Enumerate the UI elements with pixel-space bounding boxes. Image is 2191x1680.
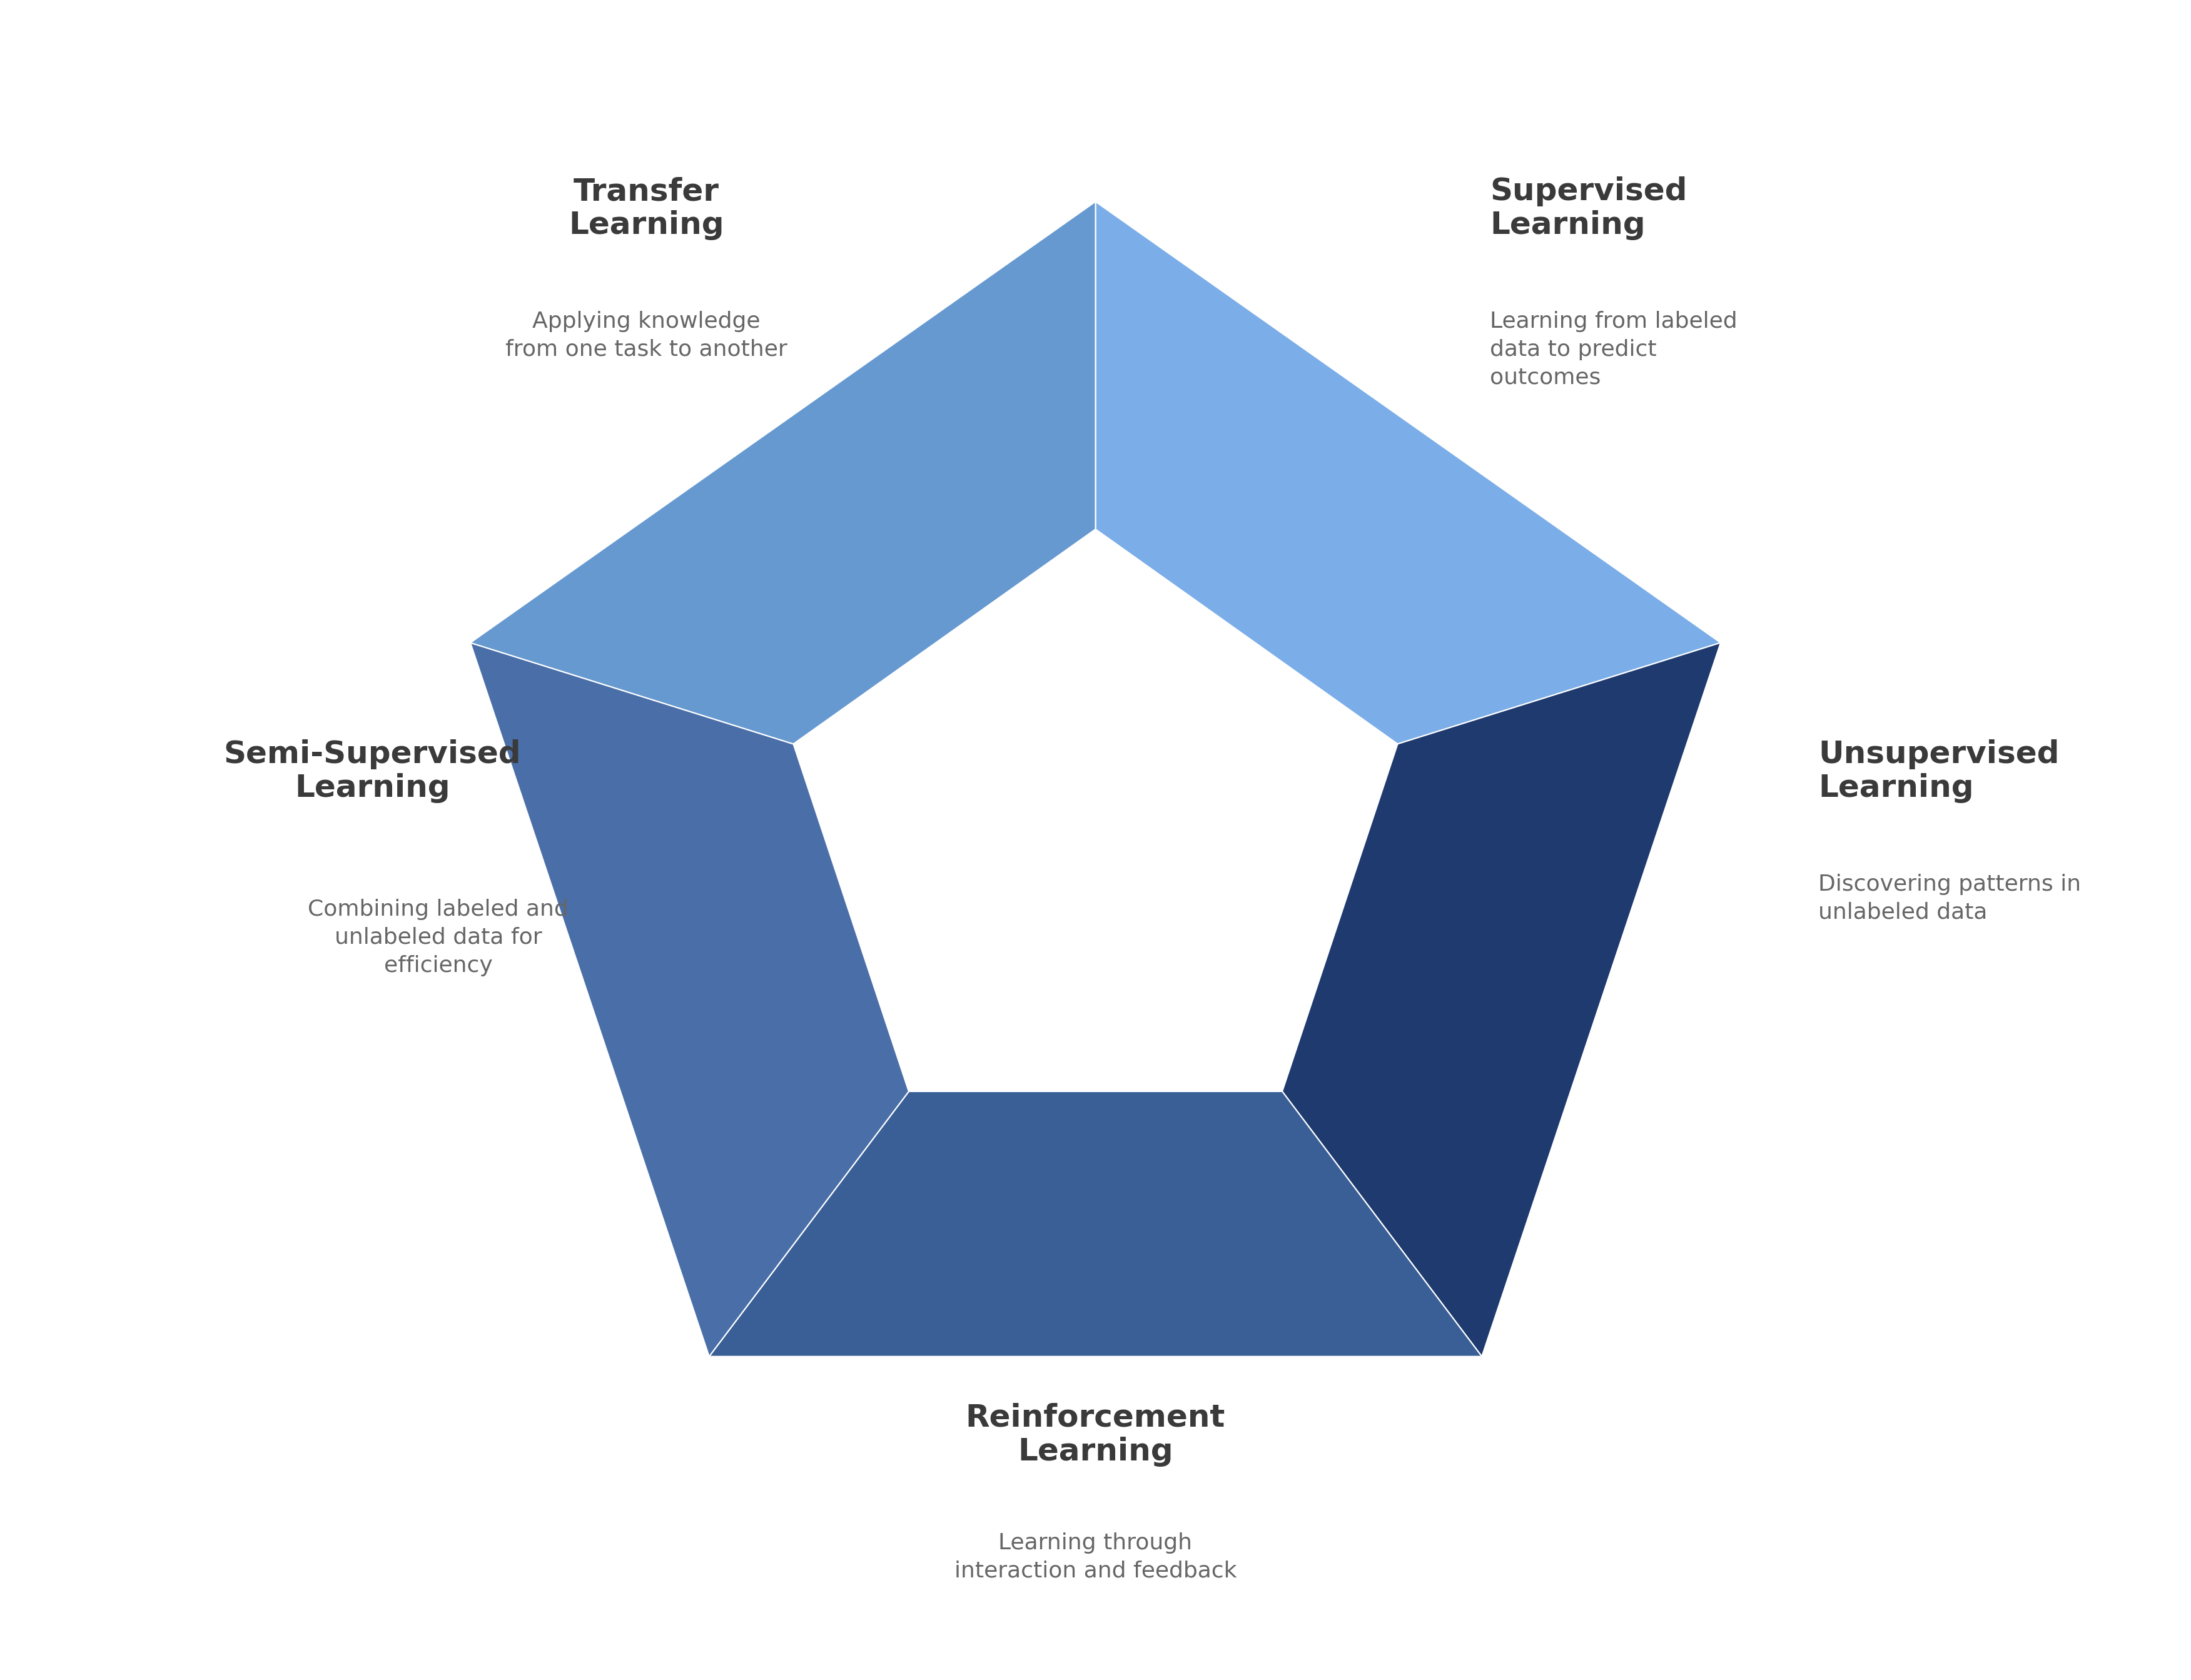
Text: Combining labeled and
unlabeled data for
efficiency: Combining labeled and unlabeled data for…	[309, 899, 567, 976]
Text: Supervised
Learning: Supervised Learning	[1490, 176, 1687, 240]
Polygon shape	[710, 1092, 1481, 1356]
Polygon shape	[793, 529, 1398, 1092]
Text: Unsupervised
Learning: Unsupervised Learning	[1819, 739, 2060, 803]
Polygon shape	[1282, 643, 1720, 1356]
Text: Discovering patterns in
unlabeled data: Discovering patterns in unlabeled data	[1819, 874, 2081, 922]
Text: Learning through
interaction and feedback: Learning through interaction and feedbac…	[955, 1532, 1236, 1581]
Text: Learning from labeled
data to predict
outcomes: Learning from labeled data to predict ou…	[1490, 311, 1737, 388]
Polygon shape	[1096, 202, 1720, 744]
Text: Transfer
Learning: Transfer Learning	[570, 176, 723, 240]
Polygon shape	[471, 643, 909, 1356]
Text: Applying knowledge
from one task to another: Applying knowledge from one task to anot…	[506, 311, 787, 360]
Text: Reinforcement
Learning: Reinforcement Learning	[966, 1403, 1225, 1467]
Polygon shape	[471, 202, 1096, 744]
Text: Semi-Supervised
Learning: Semi-Supervised Learning	[223, 739, 521, 803]
